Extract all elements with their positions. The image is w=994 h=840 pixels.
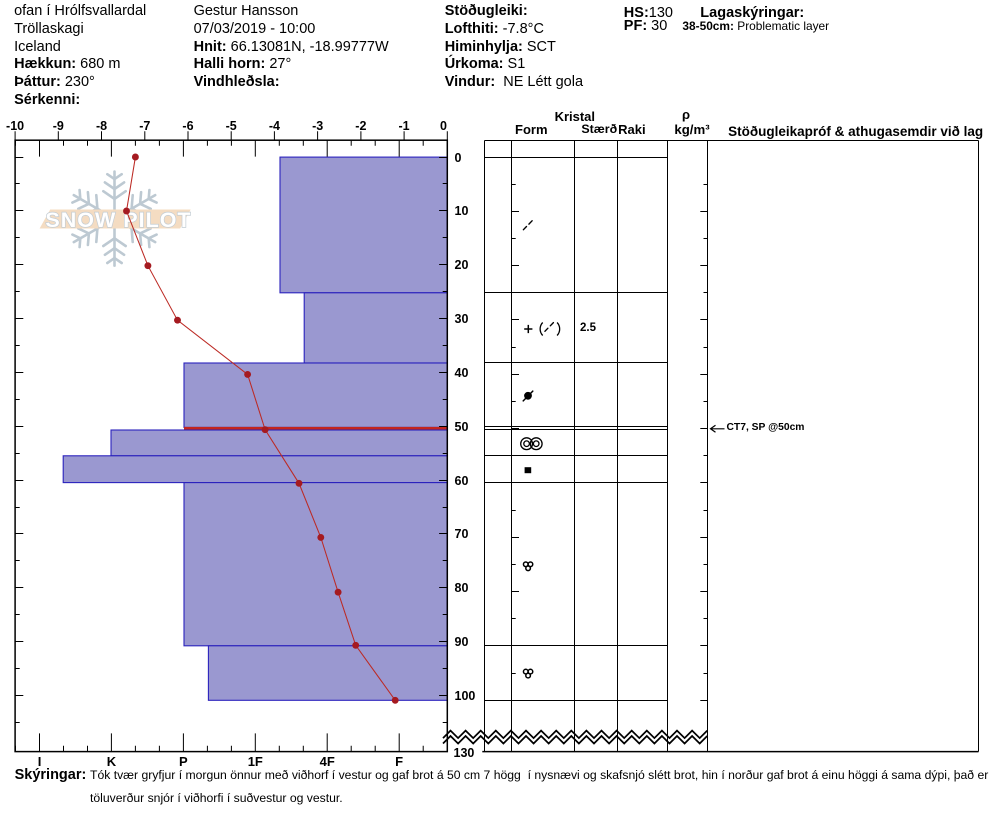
svg-text:SNOW PILOT: SNOW PILOT xyxy=(45,208,191,232)
